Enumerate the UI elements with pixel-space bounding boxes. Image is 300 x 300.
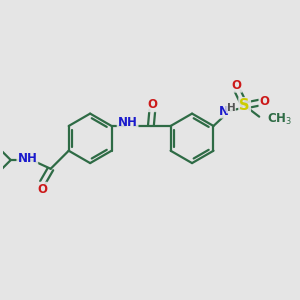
Text: O: O	[260, 95, 269, 108]
Text: O: O	[37, 183, 47, 196]
Text: S: S	[239, 98, 250, 113]
Text: O: O	[147, 98, 157, 111]
Text: NH: NH	[118, 116, 137, 129]
Text: NH: NH	[17, 152, 37, 165]
Text: N: N	[219, 105, 229, 118]
Text: O: O	[232, 79, 242, 92]
Text: H: H	[226, 103, 235, 113]
Text: CH$_3$: CH$_3$	[267, 111, 292, 127]
